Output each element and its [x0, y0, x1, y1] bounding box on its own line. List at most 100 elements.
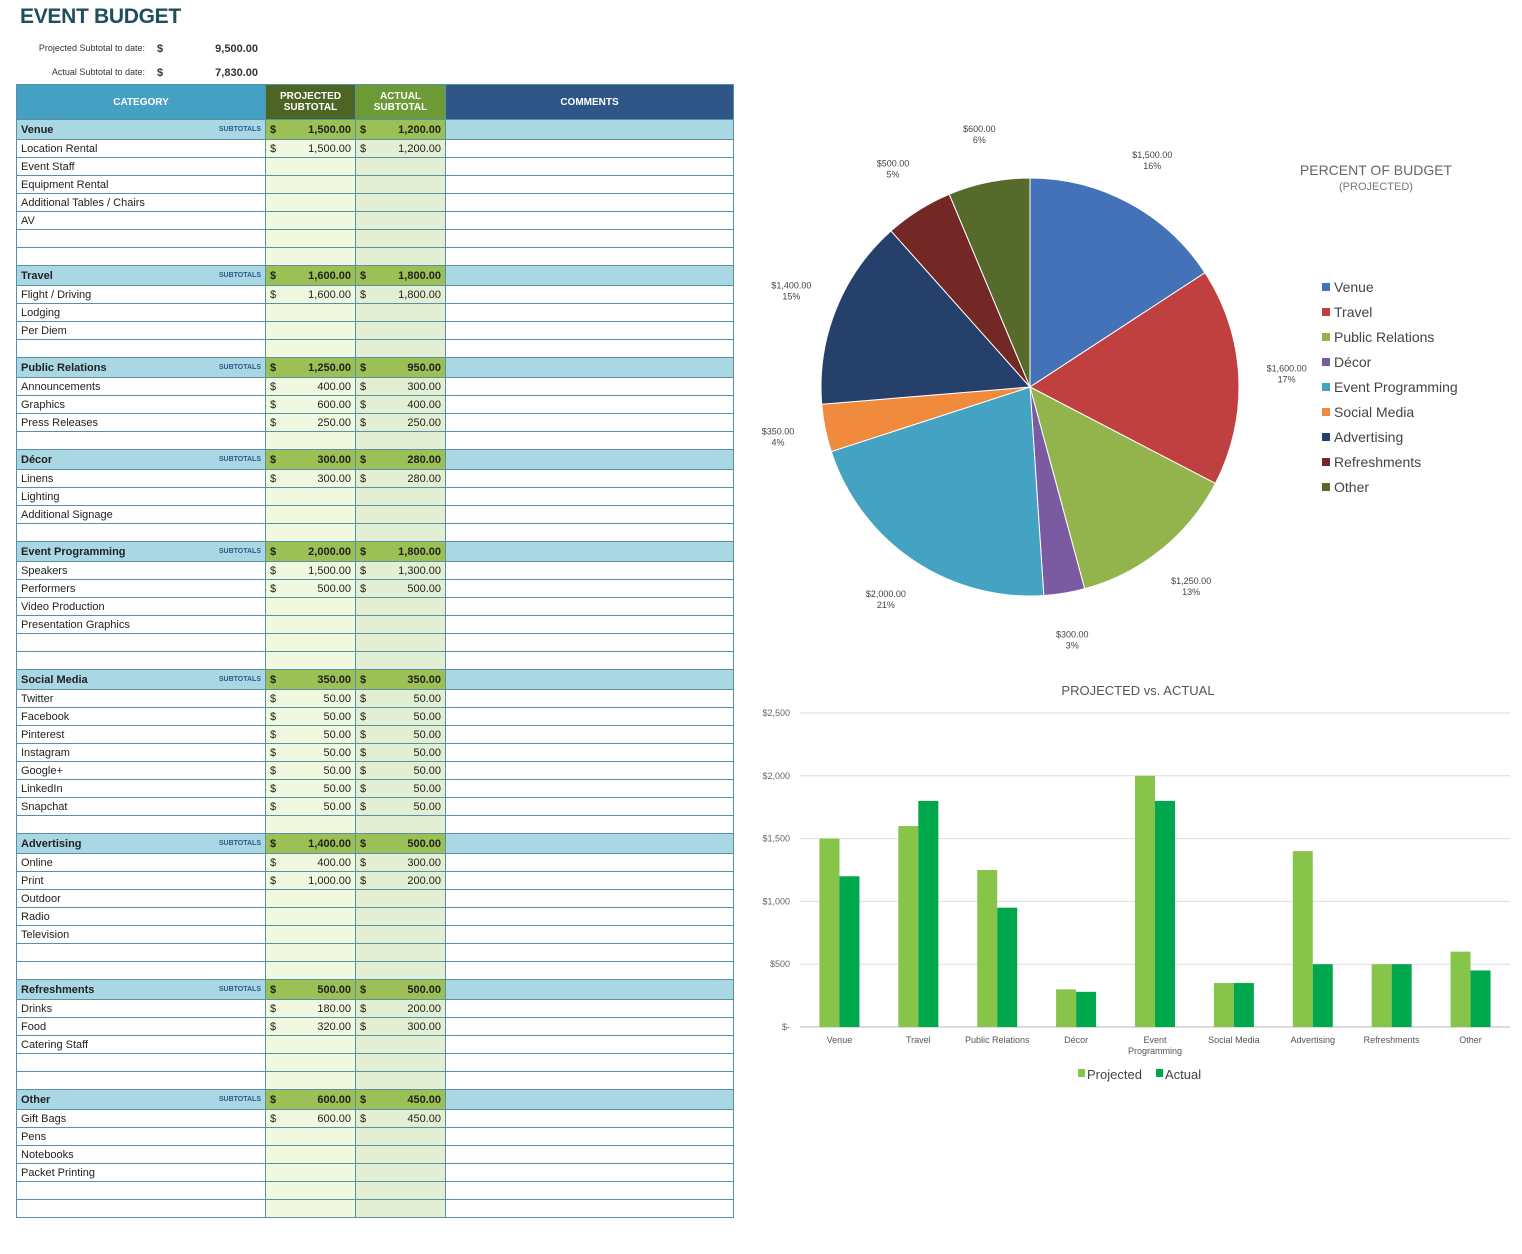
item-projected[interactable]: $400.00: [265, 853, 356, 872]
item-name[interactable]: Press Releases: [16, 413, 266, 432]
item-projected[interactable]: $400.00: [265, 377, 356, 396]
item-name[interactable]: Online: [16, 853, 266, 872]
item-projected[interactable]: [265, 505, 356, 524]
item-projected[interactable]: $50.00: [265, 797, 356, 816]
item-name[interactable]: Equipment Rental: [16, 175, 266, 194]
item-projected[interactable]: $50.00: [265, 761, 356, 780]
item-actual[interactable]: $300.00: [355, 1017, 446, 1036]
item-actual[interactable]: $50.00: [355, 689, 446, 708]
item-actual[interactable]: [355, 907, 446, 926]
item-projected[interactable]: [265, 1127, 356, 1146]
item-actual[interactable]: $50.00: [355, 743, 446, 762]
item-projected[interactable]: $250.00: [265, 413, 356, 432]
section-proj-subtotal: $350.00: [265, 669, 356, 690]
money: $250.00: [270, 417, 351, 429]
item-actual[interactable]: [355, 505, 446, 524]
item-actual[interactable]: $300.00: [355, 377, 446, 396]
x-tick-label: Venue: [827, 1035, 853, 1045]
item-projected[interactable]: $50.00: [265, 707, 356, 726]
subtotals-label: SUBTOTALS: [218, 675, 261, 683]
comment-cell[interactable]: [445, 541, 734, 562]
section-subtotal-row: SUBTOTALS Décor $300.00 $280.00: [16, 449, 734, 470]
bar-actual: [1470, 970, 1491, 1027]
item-actual[interactable]: $50.00: [355, 779, 446, 798]
legend-label: Advertising: [1334, 429, 1403, 445]
item-projected[interactable]: $300.00: [265, 469, 356, 488]
comment-cell[interactable]: [445, 833, 734, 854]
item-projected[interactable]: [265, 193, 356, 212]
comment-cell[interactable]: [445, 669, 734, 690]
item-actual[interactable]: [355, 1035, 446, 1054]
money: $600.00: [270, 1113, 351, 1125]
item-actual: [355, 1199, 446, 1218]
bar-projected: [977, 870, 998, 1027]
item-actual[interactable]: $50.00: [355, 761, 446, 780]
currency-symbol: $: [270, 1002, 277, 1015]
item-projected[interactable]: $1,000.00: [265, 871, 356, 890]
table-row: Pinterest $50.00 $50.00: [16, 725, 734, 744]
item-projected[interactable]: [265, 321, 356, 340]
item-projected[interactable]: $500.00: [265, 579, 356, 598]
item-actual[interactable]: $450.00: [355, 1109, 446, 1128]
item-actual[interactable]: [355, 597, 446, 616]
item-projected[interactable]: [265, 889, 356, 908]
item-actual[interactable]: [355, 1127, 446, 1146]
comment-cell[interactable]: [445, 979, 734, 1000]
item-actual[interactable]: $200.00: [355, 999, 446, 1018]
blank-row: [16, 1053, 734, 1072]
bar-actual: [1233, 983, 1254, 1027]
amount: 1,200.00: [398, 142, 441, 155]
item-actual[interactable]: $1,200.00: [355, 139, 446, 158]
item-name[interactable]: Drinks: [16, 999, 266, 1018]
item-actual[interactable]: [355, 487, 446, 506]
item-projected[interactable]: $50.00: [265, 779, 356, 798]
item-actual[interactable]: $50.00: [355, 797, 446, 816]
table-row: Performers $500.00 $500.00: [16, 579, 734, 598]
item-actual[interactable]: [355, 1163, 446, 1182]
item-actual[interactable]: $50.00: [355, 707, 446, 726]
amount: 300.00: [407, 856, 441, 869]
section-act-subtotal: $1,800.00: [355, 541, 446, 562]
item-actual[interactable]: [355, 925, 446, 944]
item-projected[interactable]: [265, 1163, 356, 1182]
item-projected[interactable]: $50.00: [265, 725, 356, 744]
amount: 200.00: [407, 874, 441, 887]
currency-symbol: $: [360, 472, 367, 485]
item-projected[interactable]: [265, 597, 356, 616]
section-subtotal-row: SUBTOTALS Social Media $350.00 $350.00: [16, 669, 734, 690]
item-name[interactable]: Notebooks: [16, 1145, 266, 1164]
currency-symbol: $: [270, 361, 277, 374]
item-projected[interactable]: $50.00: [265, 743, 356, 762]
item-actual[interactable]: $50.00: [355, 725, 446, 744]
comment-cell[interactable]: [445, 449, 734, 470]
legend-swatch: [1322, 308, 1330, 316]
item-name[interactable]: Additional Signage: [16, 505, 266, 524]
item-projected[interactable]: $1,500.00: [265, 139, 356, 158]
item-projected[interactable]: $180.00: [265, 999, 356, 1018]
pie-slice-0: [1029, 177, 1206, 388]
item-actual[interactable]: [355, 303, 446, 322]
item-projected[interactable]: [265, 1035, 356, 1054]
item-actual[interactable]: $400.00: [355, 395, 446, 414]
money: $1,600.00: [270, 289, 351, 301]
item-actual[interactable]: $250.00: [355, 413, 446, 432]
amount: 450.00: [407, 1093, 441, 1106]
item-actual[interactable]: $200.00: [355, 871, 446, 890]
legend-swatch: [1322, 333, 1330, 341]
comment-cell[interactable]: [445, 1089, 734, 1110]
item-projected[interactable]: [265, 1145, 356, 1164]
item-projected[interactable]: [265, 303, 356, 322]
amount: 1,000.00: [308, 874, 351, 887]
item-actual[interactable]: $500.00: [355, 579, 446, 598]
item-projected[interactable]: [265, 211, 356, 230]
section-title: Event Programming: [21, 545, 126, 558]
currency-symbol: $: [360, 782, 367, 795]
item-projected[interactable]: [265, 175, 356, 194]
pie-percent-label: 17%: [1278, 374, 1296, 384]
item-name[interactable]: AV: [16, 211, 266, 230]
item-actual[interactable]: $280.00: [355, 469, 446, 488]
item-projected[interactable]: $320.00: [265, 1017, 356, 1036]
item-name[interactable]: Packet Printing: [16, 1163, 266, 1182]
item-projected[interactable]: [265, 925, 356, 944]
item-projected[interactable]: $600.00: [265, 395, 356, 414]
